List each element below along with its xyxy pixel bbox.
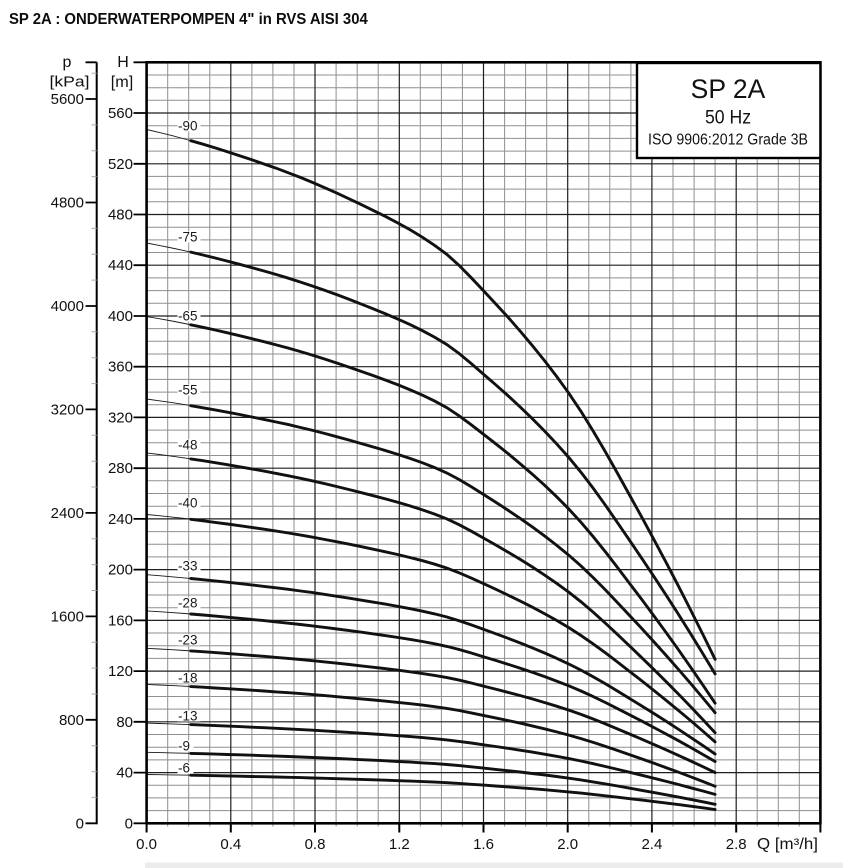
svg-text:80: 80 xyxy=(116,714,133,731)
svg-text:480: 480 xyxy=(108,207,133,224)
svg-text:2.0: 2.0 xyxy=(557,836,578,853)
svg-text:-65: -65 xyxy=(178,309,198,324)
svg-text:-9: -9 xyxy=(178,739,190,754)
svg-text:400: 400 xyxy=(108,308,133,325)
svg-text:40: 40 xyxy=(116,765,133,782)
svg-text:[m]: [m] xyxy=(111,74,134,91)
svg-text:-75: -75 xyxy=(178,230,198,245)
svg-text:0: 0 xyxy=(76,815,84,832)
svg-text:160: 160 xyxy=(108,612,133,629)
svg-text:2.8: 2.8 xyxy=(726,836,747,853)
svg-text:5600: 5600 xyxy=(51,91,84,108)
svg-text:2400: 2400 xyxy=(51,505,84,522)
svg-text:SP 2A: SP 2A xyxy=(691,74,766,104)
svg-text:320: 320 xyxy=(108,409,133,426)
svg-text:[kPa]: [kPa] xyxy=(50,74,90,91)
svg-text:50 Hz: 50 Hz xyxy=(705,108,751,129)
svg-text:-90: -90 xyxy=(178,119,198,134)
svg-text:-6: -6 xyxy=(178,761,190,776)
svg-text:p: p xyxy=(63,54,72,71)
svg-text:4000: 4000 xyxy=(51,298,84,315)
svg-text:280: 280 xyxy=(108,460,133,477)
svg-text:2.4: 2.4 xyxy=(641,836,662,853)
svg-text:1600: 1600 xyxy=(51,608,84,625)
svg-text:-48: -48 xyxy=(178,438,198,453)
svg-text:-18: -18 xyxy=(178,671,198,686)
svg-text:0.4: 0.4 xyxy=(220,836,241,853)
svg-text:360: 360 xyxy=(108,359,133,376)
svg-text:-13: -13 xyxy=(178,709,198,724)
svg-text:-55: -55 xyxy=(178,383,198,398)
svg-text:800: 800 xyxy=(59,712,84,729)
svg-text:-23: -23 xyxy=(178,633,198,648)
svg-text:ISO 9906:2012 Grade 3B: ISO 9906:2012 Grade 3B xyxy=(648,132,808,149)
svg-text:Q [m³/h]: Q [m³/h] xyxy=(757,836,818,853)
svg-text:0.0: 0.0 xyxy=(136,836,157,853)
svg-text:3200: 3200 xyxy=(51,401,84,418)
svg-text:-40: -40 xyxy=(178,496,198,511)
svg-text:240: 240 xyxy=(108,511,133,528)
svg-text:560: 560 xyxy=(108,105,133,122)
svg-text:1.2: 1.2 xyxy=(389,836,410,853)
svg-text:520: 520 xyxy=(108,156,133,173)
svg-text:1.6: 1.6 xyxy=(473,836,494,853)
svg-text:0.8: 0.8 xyxy=(305,836,326,853)
svg-text:-33: -33 xyxy=(178,559,198,574)
svg-text:-28: -28 xyxy=(178,596,198,611)
svg-text:4800: 4800 xyxy=(51,195,84,212)
svg-text:H: H xyxy=(117,54,129,71)
svg-text:440: 440 xyxy=(108,257,133,274)
svg-text:120: 120 xyxy=(108,663,133,680)
svg-text:0: 0 xyxy=(125,815,133,832)
svg-text:200: 200 xyxy=(108,562,133,579)
